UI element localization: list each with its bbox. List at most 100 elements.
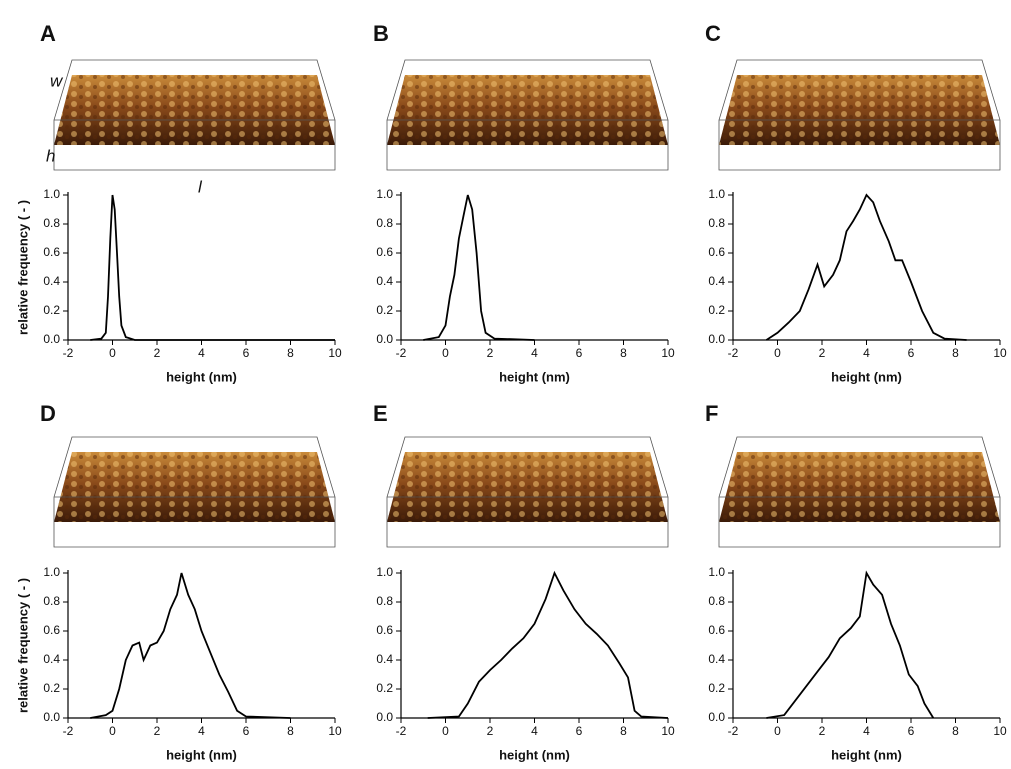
y-tick-label: 0.4 [708, 652, 725, 666]
x-tick-label: -2 [728, 346, 739, 360]
y-tick-label: 0.2 [43, 681, 60, 695]
x-axis-label: height (nm) [499, 747, 570, 762]
x-tick-label: 0 [774, 346, 781, 360]
x-tick-label: -2 [396, 346, 407, 360]
y-tick-label: 0.8 [376, 594, 393, 608]
histogram-line [423, 194, 535, 341]
x-tick-label: 2 [154, 346, 161, 360]
x-tick-label: 2 [819, 724, 826, 738]
x-tick-label: -2 [63, 724, 74, 738]
x-tick-label: 4 [863, 346, 870, 360]
x-tick-label: 10 [993, 724, 1007, 738]
x-tick-label: -2 [396, 724, 407, 738]
y-tick-label: 0.0 [43, 710, 60, 724]
x-tick-label: 4 [863, 724, 870, 738]
x-axis-label: height (nm) [166, 747, 237, 762]
x-tick-label: 4 [198, 346, 205, 360]
x-tick-label: -2 [728, 724, 739, 738]
x-tick-label: 6 [576, 346, 583, 360]
x-tick-label: 6 [908, 724, 915, 738]
afm-texture [387, 75, 668, 145]
y-axis-label: relative frequency ( - ) [15, 200, 30, 335]
y-tick-label: 0.8 [43, 594, 60, 608]
y-tick-label: 0.8 [376, 216, 393, 230]
axis-annotation: h [46, 146, 55, 165]
y-tick-label: 0.0 [708, 710, 725, 724]
x-tick-label: 6 [908, 346, 915, 360]
y-tick-label: 1.0 [708, 187, 725, 201]
x-tick-label: 0 [442, 346, 449, 360]
x-tick-label: 6 [243, 724, 250, 738]
x-tick-label: 6 [243, 346, 250, 360]
y-tick-label: 0.8 [708, 216, 725, 230]
panel-label: E [373, 401, 388, 426]
x-tick-label: 10 [661, 346, 675, 360]
x-tick-label: 10 [661, 724, 675, 738]
y-tick-label: 0.6 [376, 245, 393, 259]
histogram-line [427, 570, 669, 719]
y-tick-label: 0.8 [708, 594, 725, 608]
afm-texture [719, 75, 1000, 145]
panel-label: D [40, 401, 56, 426]
x-tick-label: 2 [487, 346, 494, 360]
x-tick-label: 10 [328, 346, 342, 360]
x-tick-label: 2 [154, 724, 161, 738]
y-tick-label: 0.2 [43, 303, 60, 317]
y-tick-label: 0.6 [376, 623, 393, 637]
panel-label: F [705, 401, 718, 426]
x-tick-label: 8 [287, 724, 294, 738]
y-tick-label: 0.0 [376, 710, 393, 724]
y-tick-label: 1.0 [43, 187, 60, 201]
axis-annotation: l [198, 177, 203, 196]
panel-label: B [373, 21, 389, 46]
y-tick-label: 0.0 [708, 332, 725, 346]
x-tick-label: 10 [328, 724, 342, 738]
x-tick-label: 8 [287, 346, 294, 360]
afm-texture [54, 452, 335, 522]
y-tick-label: 0.0 [43, 332, 60, 346]
histogram-line [90, 572, 291, 719]
y-tick-label: 0.0 [376, 332, 393, 346]
histogram-line [765, 193, 967, 341]
x-tick-label: -2 [63, 346, 74, 360]
x-tick-label: 8 [620, 346, 627, 360]
y-tick-label: 0.4 [43, 652, 60, 666]
x-tick-label: 2 [487, 724, 494, 738]
y-tick-label: 0.6 [708, 623, 725, 637]
afm-texture [719, 452, 1000, 522]
x-tick-label: 0 [109, 724, 116, 738]
y-tick-label: 0.4 [376, 652, 393, 666]
y-tick-label: 0.2 [376, 681, 393, 695]
x-axis-label: height (nm) [166, 369, 237, 384]
y-tick-label: 0.6 [708, 245, 725, 259]
y-tick-label: 0.8 [43, 216, 60, 230]
y-tick-label: 0.4 [708, 274, 725, 288]
y-tick-label: 0.2 [708, 303, 725, 317]
y-tick-label: 1.0 [376, 565, 393, 579]
x-tick-label: 4 [531, 346, 538, 360]
histogram-line [90, 194, 335, 341]
x-tick-label: 10 [993, 346, 1007, 360]
x-tick-label: 2 [819, 346, 826, 360]
x-axis-label: height (nm) [499, 369, 570, 384]
x-tick-label: 0 [442, 724, 449, 738]
x-tick-label: 0 [109, 346, 116, 360]
y-tick-label: 1.0 [376, 187, 393, 201]
afm-texture [387, 452, 668, 522]
histogram-line [766, 570, 935, 719]
panel-label: C [705, 21, 721, 46]
y-tick-label: 0.4 [376, 274, 393, 288]
y-tick-label: 0.6 [43, 245, 60, 259]
y-tick-label: 0.6 [43, 623, 60, 637]
x-tick-label: 4 [198, 724, 205, 738]
axis-annotation: w [50, 71, 64, 90]
x-tick-label: 8 [952, 346, 959, 360]
x-tick-label: 8 [620, 724, 627, 738]
x-axis-label: height (nm) [831, 369, 902, 384]
y-tick-label: 0.2 [708, 681, 725, 695]
x-tick-label: 4 [531, 724, 538, 738]
x-tick-label: 0 [774, 724, 781, 738]
y-tick-label: 1.0 [708, 565, 725, 579]
y-tick-label: 0.2 [376, 303, 393, 317]
